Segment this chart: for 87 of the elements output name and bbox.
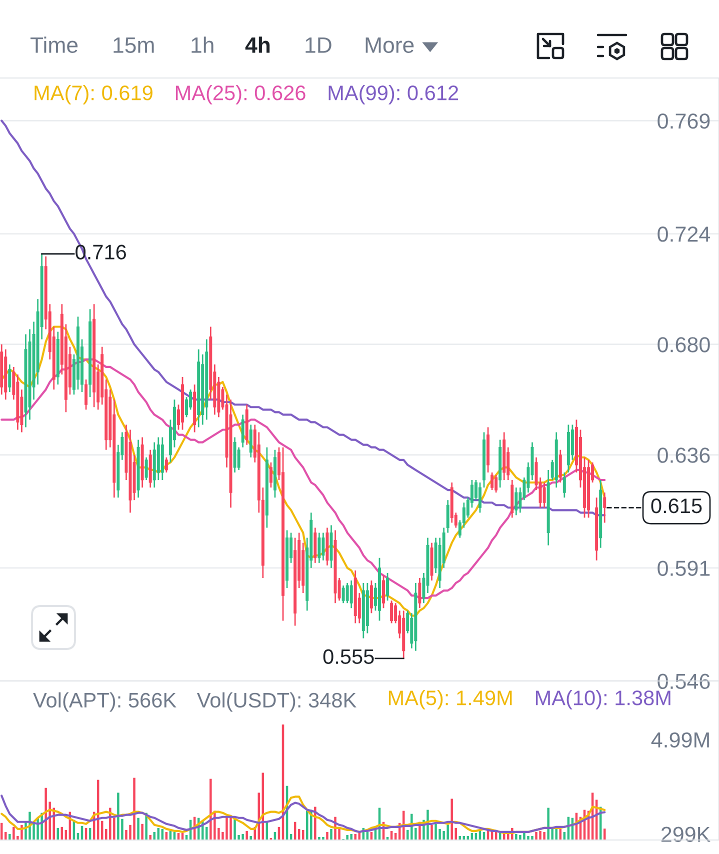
candlestick (562, 472, 566, 498)
text: More (366, 37, 414, 53)
candlestick (322, 532, 325, 562)
bar (206, 826, 208, 840)
bar (210, 778, 212, 840)
bar (535, 832, 538, 840)
bar (242, 834, 244, 840)
line-series (0, 120, 606, 516)
candlestick (418, 577, 422, 609)
candlestick (542, 482, 546, 508)
bar (4, 832, 7, 840)
bar (531, 836, 534, 840)
bar (137, 818, 140, 840)
candlestick (478, 482, 482, 514)
text: 0.615 (651, 498, 702, 514)
bar (430, 824, 433, 840)
bar (555, 828, 558, 840)
text: 1D (306, 37, 332, 53)
candlestick (164, 456, 168, 474)
candlestick (342, 584, 345, 604)
y-tick-label: 0.591 (658, 560, 710, 576)
annotation: Vol(APT): 566K (33, 692, 176, 712)
y-tick-label: 4.99M (651, 732, 709, 748)
bar (250, 836, 252, 840)
bar (44, 788, 47, 840)
candlestick (370, 580, 373, 614)
bar (153, 832, 156, 840)
bar (226, 816, 228, 840)
bar (519, 834, 522, 840)
candlestick (514, 486, 518, 516)
y-tick-label: 0.724 (658, 226, 710, 242)
bar (326, 832, 328, 840)
bar (306, 810, 308, 840)
candlestick (249, 424, 252, 458)
text: MA(5): 1.49M (388, 690, 512, 710)
candlestick (318, 532, 321, 564)
bar (446, 824, 449, 840)
bar (318, 836, 320, 840)
bar (234, 818, 236, 840)
candlestick (350, 580, 353, 609)
candlestick (386, 572, 390, 602)
candlestick (494, 474, 498, 494)
text: 15m (114, 37, 154, 53)
bar (527, 836, 530, 840)
bar (12, 826, 15, 840)
y-tick-label: 0.636 (658, 448, 710, 463)
text: MA(99): 0.612 (328, 85, 458, 104)
text: MA(10): 1.38M (536, 690, 670, 710)
bar (330, 828, 332, 840)
bar (450, 798, 453, 840)
candlestick (84, 378, 88, 410)
bar (141, 824, 144, 840)
y-tick-label: 0.769 (658, 113, 710, 129)
candlestick (241, 414, 244, 448)
bar (8, 834, 11, 840)
candlestick (390, 600, 394, 624)
bar (346, 834, 348, 840)
bar (230, 816, 232, 840)
candlestick (558, 449, 562, 484)
bar (117, 792, 120, 840)
bar (547, 808, 550, 840)
candlestick (144, 456, 148, 481)
bar (322, 836, 324, 840)
candlestick (269, 462, 272, 488)
text: 1h (192, 36, 214, 53)
annotation: 0.555 (323, 649, 374, 664)
candlestick (8, 364, 12, 393)
bar (246, 830, 248, 840)
text: 4h (245, 36, 270, 53)
bar (515, 834, 518, 840)
bar (133, 778, 136, 840)
text: MA(7): 0.619 (34, 85, 152, 104)
bar (434, 824, 437, 840)
bar (539, 830, 542, 840)
bar (354, 834, 356, 840)
candlestick (603, 492, 606, 524)
text: MA(25): 0.626 (176, 85, 306, 104)
candlestick (346, 582, 349, 604)
y-tick-label: 0.680 (658, 337, 710, 352)
line-series (0, 326, 606, 617)
bar (149, 834, 152, 840)
bar (543, 832, 546, 840)
candlestick (490, 472, 494, 491)
bar (350, 834, 352, 840)
text: Time (30, 36, 78, 53)
annotation: Vol(USDT): 348K (196, 692, 356, 712)
candlestick (382, 574, 385, 609)
